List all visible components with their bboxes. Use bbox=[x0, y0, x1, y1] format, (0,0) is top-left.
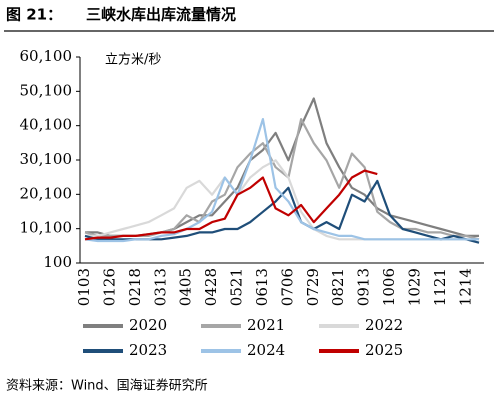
series-line bbox=[84, 118, 479, 243]
figure-label: 图 21： bbox=[6, 6, 62, 24]
source: 资料来源：Wind、国海证券研究所 bbox=[6, 378, 208, 394]
x-tick-label: 1006 bbox=[380, 268, 398, 306]
chart-title: 三峡水库出库流量情况 bbox=[86, 6, 236, 24]
x-tick-label: 0706 bbox=[278, 268, 296, 306]
x-tick-label: 0913 bbox=[355, 268, 373, 306]
x-tick-label: 0821 bbox=[329, 268, 347, 306]
x-tick-label: 1029 bbox=[405, 268, 423, 306]
x-tick-label: 0729 bbox=[304, 268, 322, 306]
y-tick-label: 20,100 bbox=[20, 184, 73, 202]
y-tick-label: 40,100 bbox=[20, 116, 73, 134]
legend-label: 2021 bbox=[247, 316, 285, 334]
legend-label: 2020 bbox=[129, 316, 167, 334]
x-tick-label: 0613 bbox=[253, 268, 271, 306]
y-tick-label: 10,100 bbox=[20, 219, 73, 237]
legend-label: 2023 bbox=[129, 341, 167, 359]
x-tick-label: 0428 bbox=[202, 268, 220, 306]
y-tick-label: 60,100 bbox=[20, 47, 73, 65]
x-tick-label: 0126 bbox=[100, 268, 118, 306]
x-tick-label: 0313 bbox=[151, 268, 169, 306]
x-tick-label: 0103 bbox=[75, 268, 93, 306]
x-tick-label: 0218 bbox=[126, 268, 144, 306]
x-tick-label: 1214 bbox=[456, 268, 474, 306]
series-line bbox=[84, 118, 480, 241]
y-tick-label: 50,100 bbox=[20, 81, 73, 99]
legend-label: 2025 bbox=[365, 341, 403, 359]
legend-label: 2022 bbox=[365, 316, 403, 334]
series-line bbox=[84, 169, 378, 241]
unit-label: 立方米/秒 bbox=[105, 52, 161, 68]
y-tick-label: 100 bbox=[43, 253, 72, 271]
y-tick-label: 30,100 bbox=[20, 150, 73, 168]
x-tick-label: 1121 bbox=[431, 268, 449, 306]
x-tick-label: 0405 bbox=[177, 268, 195, 306]
legend-label: 2024 bbox=[247, 341, 285, 359]
x-tick-label: 0521 bbox=[228, 268, 246, 306]
